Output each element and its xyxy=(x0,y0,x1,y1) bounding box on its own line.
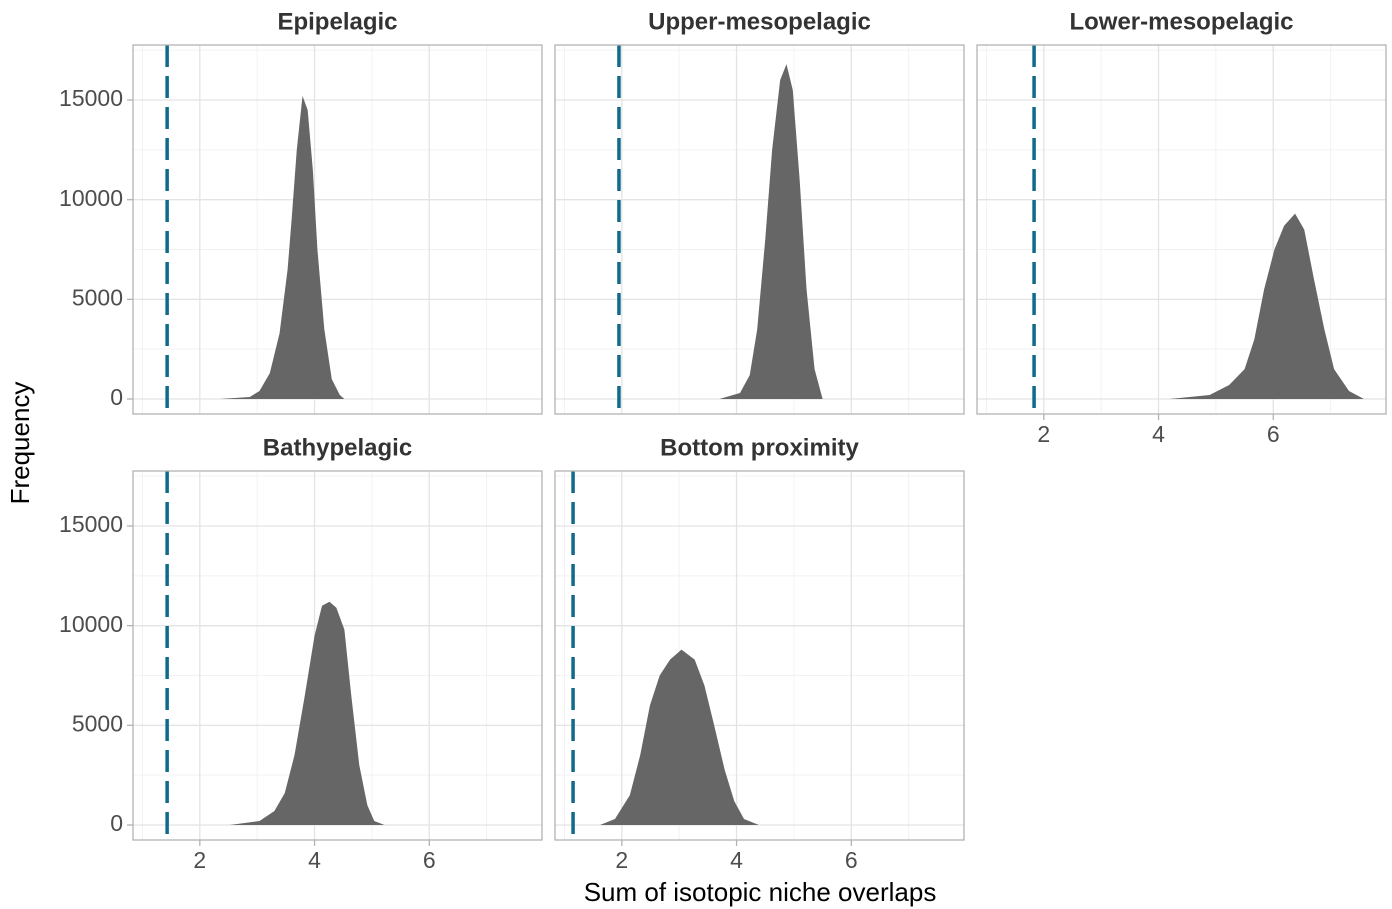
x-tick-label: 2 xyxy=(615,847,628,873)
x-tick-label: 4 xyxy=(1152,421,1165,447)
x-tick-label: 2 xyxy=(193,847,206,873)
panel-border xyxy=(554,470,965,841)
panel-title: Epipelagic xyxy=(277,8,397,35)
x-tick-label: 4 xyxy=(730,847,743,873)
panel-title: Bathypelagic xyxy=(263,434,412,461)
y-tick-label: 0 xyxy=(110,810,123,836)
y-axis-title: Frequency xyxy=(5,382,35,505)
density-area xyxy=(219,96,345,400)
panel-border xyxy=(976,44,1387,415)
panel-title: Upper-mesopelagic xyxy=(648,8,871,35)
y-tick-label: 15000 xyxy=(59,85,123,111)
x-axis-title: Sum of isotopic niche overlaps xyxy=(584,877,937,907)
panel-title: Lower-mesopelagic xyxy=(1069,8,1293,35)
x-tick-label: 6 xyxy=(423,847,436,873)
density-area xyxy=(600,649,759,826)
y-tick-label: 0 xyxy=(110,384,123,410)
y-tick-label: 10000 xyxy=(59,611,123,637)
panel-background xyxy=(133,45,542,414)
panel-border xyxy=(132,470,543,841)
panel-border xyxy=(554,44,965,415)
panel-title: Bottom proximity xyxy=(660,434,859,461)
y-tick-label: 5000 xyxy=(72,284,123,310)
y-tick-label: 15000 xyxy=(59,511,123,537)
x-tick-label: 6 xyxy=(1267,421,1280,447)
x-tick-label: 2 xyxy=(1037,421,1050,447)
panel-border xyxy=(132,44,543,415)
x-tick-label: 6 xyxy=(845,847,858,873)
y-tick-label: 5000 xyxy=(72,710,123,736)
density-area xyxy=(1169,213,1364,400)
density-area xyxy=(719,64,823,400)
density-area xyxy=(229,601,385,826)
y-tick-label: 10000 xyxy=(59,185,123,211)
x-tick-label: 4 xyxy=(308,847,321,873)
panel-background xyxy=(555,471,964,840)
